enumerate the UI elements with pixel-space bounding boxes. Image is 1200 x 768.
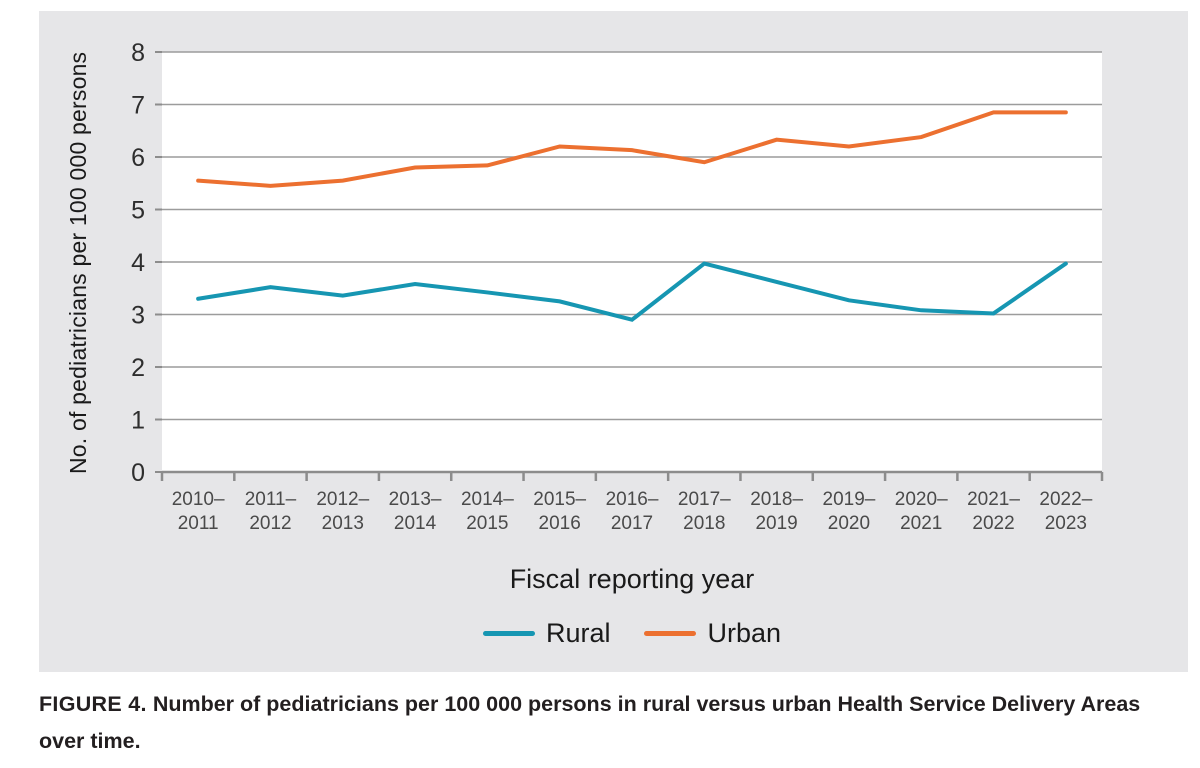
y-tick-label: 7 [131, 92, 145, 120]
x-tick-label: 2011– 2012 [245, 489, 297, 534]
legend-item-urban: Urban [644, 618, 781, 649]
x-tick-label: 2010– 2011 [172, 489, 225, 534]
x-tick-label: 2014– 2015 [461, 489, 514, 534]
line-chart: 0 1 2 3 4 5 6 7 8 2010– 2011 2011– 2012 2012– 2013 2013… [131, 39, 1104, 534]
x-tick-label: 2019– 2020 [823, 489, 876, 534]
x-tick-label: 2022– 2023 [1039, 489, 1092, 534]
x-tick-label: 2015– 2016 [533, 489, 586, 534]
rural-line [196, 261, 1068, 322]
x-axis-title: Fiscal reporting year [509, 564, 755, 594]
x-tick-label: 2021– 2022 [967, 489, 1020, 534]
y-tick-label: 6 [131, 144, 145, 172]
chart-legend: Rural Urban [162, 618, 1102, 649]
legend-label-urban: Urban [707, 618, 782, 648]
x-tick-label: 2017– 2018 [678, 489, 731, 534]
x-tick-label: 2013– 2014 [389, 489, 442, 534]
urban-line [196, 110, 1068, 188]
legend-label-rural: Rural [545, 618, 611, 648]
urban-line-swatch [644, 631, 697, 636]
y-axis-title: No. of pediatricians per 100 000 persons [65, 51, 91, 475]
y-tick-label: 4 [131, 249, 145, 277]
figure-caption-text: Number of pediatricians per 100 000 pers… [39, 692, 1141, 753]
chart-panel: 0 1 2 3 4 5 6 7 8 2010– 2011 2011– 2012 2012– 2013 2013… [39, 11, 1188, 672]
rural-line-swatch [482, 631, 535, 636]
legend-item-rural: Rural [482, 618, 611, 649]
x-tick-label: 2012– 2013 [316, 489, 369, 534]
y-tick-label: 3 [131, 302, 145, 330]
x-tick-label: 2016– 2017 [606, 489, 659, 534]
figure-number-label: FIGURE 4. [39, 692, 147, 716]
x-tick-label: 2020– 2021 [895, 489, 948, 534]
figure-caption: FIGURE 4. Number of pediatricians per 10… [39, 686, 1171, 760]
y-tick-label: 2 [131, 354, 145, 382]
x-tick-label: 2018– 2019 [750, 489, 803, 534]
y-tick-label: 1 [131, 407, 145, 435]
y-tick-label: 8 [131, 39, 145, 67]
y-tick-label: 0 [131, 459, 145, 487]
y-tick-label: 5 [131, 197, 145, 225]
